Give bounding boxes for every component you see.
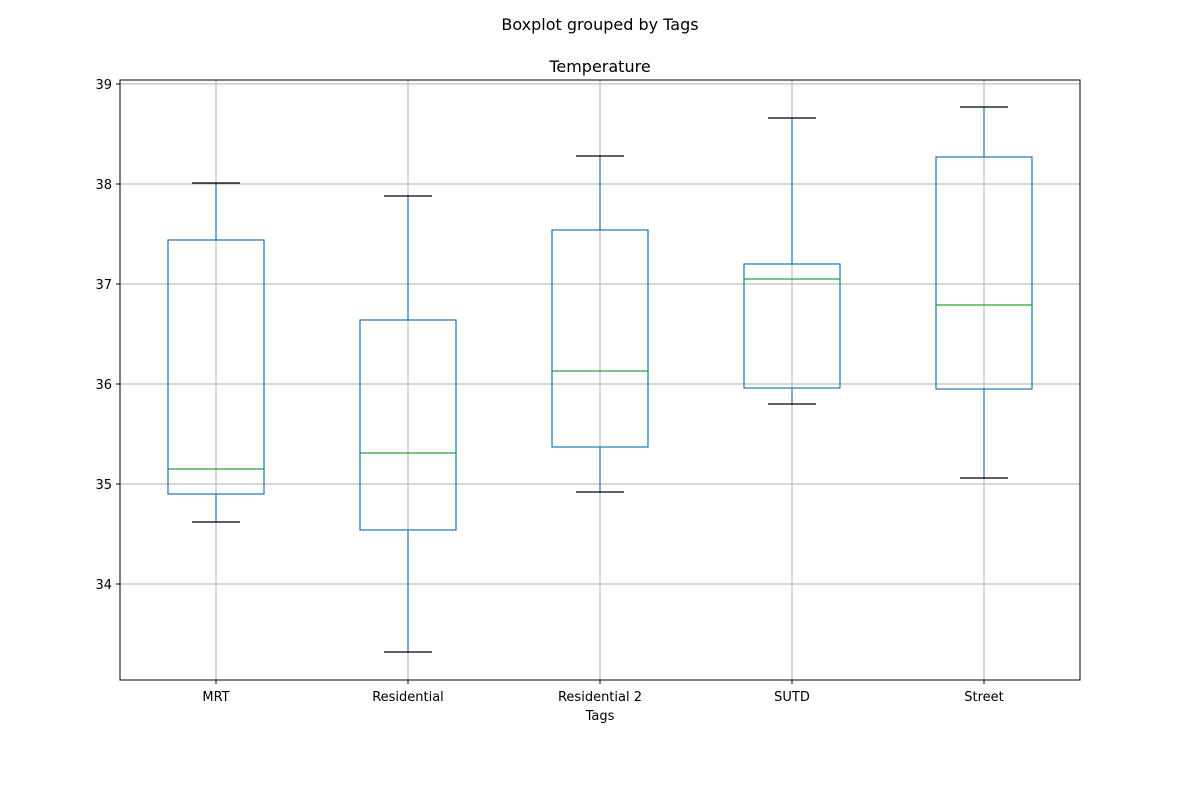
y-tick-label: 39	[95, 78, 112, 93]
y-axis: 34 35 36 37 38 39	[95, 78, 120, 593]
box-group	[167, 182, 265, 523]
figure-suptitle: Boxplot grouped by Tags	[501, 15, 698, 34]
box-group	[359, 195, 457, 653]
box-group	[551, 155, 649, 493]
iqr-box	[743, 263, 841, 389]
iqr-box	[167, 239, 265, 495]
x-tick-label: Street	[964, 690, 1004, 705]
box-group	[743, 117, 841, 405]
x-tick-label: Residential	[372, 690, 444, 705]
x-tick-label: MRT	[202, 690, 229, 705]
iqr-box	[935, 156, 1033, 390]
y-tick-label: 35	[95, 478, 112, 493]
x-axis-label: Tags	[585, 709, 615, 724]
iqr-box	[359, 319, 457, 531]
x-tick-label: SUTD	[774, 690, 810, 705]
iqr-box	[551, 229, 649, 448]
y-tick-label: 34	[95, 578, 112, 593]
box-group	[935, 106, 1033, 479]
x-tick-label: Residential 2	[558, 690, 642, 705]
y-tick-label: 37	[95, 278, 112, 293]
y-tick-label: 36	[95, 378, 112, 393]
box-plot-series	[167, 106, 1033, 653]
chart-title: Temperature	[548, 57, 650, 76]
x-axis: MRT Residential Residential 2 SUTD Street	[202, 680, 1004, 705]
y-tick-label: 38	[95, 178, 112, 193]
